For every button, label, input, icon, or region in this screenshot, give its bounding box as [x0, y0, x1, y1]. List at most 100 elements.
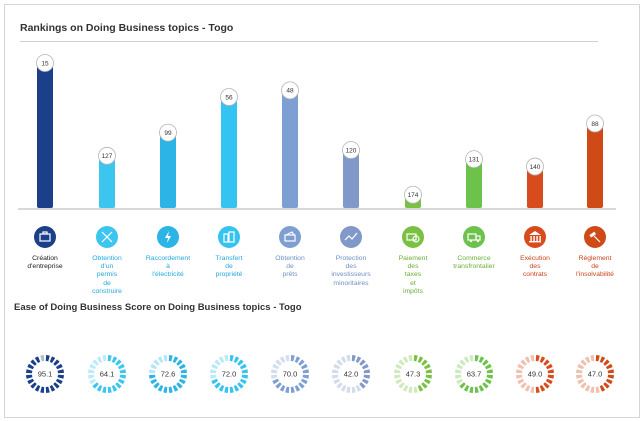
donut-segment [455, 369, 462, 374]
donut-segment [218, 384, 225, 392]
donut-segment [290, 386, 295, 393]
donut-segment [233, 356, 240, 364]
donut-segment [577, 363, 585, 370]
donut-segment [30, 359, 37, 366]
donut-segment [336, 359, 343, 366]
donut-segment [163, 355, 168, 362]
donut-segment [394, 369, 401, 374]
donut-segment [178, 378, 186, 385]
donut-segment [111, 356, 118, 364]
donut-segment [172, 384, 179, 392]
donut-segment [102, 386, 107, 393]
donut-value-label: 42.0 [344, 370, 359, 379]
category-label-line: Création [32, 255, 58, 262]
bar-group: 88 [586, 114, 604, 208]
donut-value-label: 63.7 [467, 370, 482, 379]
donut-segment [237, 359, 244, 366]
donut-segment [172, 356, 179, 364]
donut-segment [30, 382, 37, 389]
donut-segment [417, 384, 424, 392]
category-label-line: Commerce [457, 255, 491, 262]
donut-segment [176, 359, 183, 366]
donut-segment [402, 384, 409, 392]
donut-segment [580, 359, 587, 366]
score-donut: 47.3 [394, 355, 432, 393]
category-label-line: l'électricité [152, 271, 184, 279]
donut-segment [239, 363, 247, 370]
donut-segment [107, 386, 112, 393]
category-label-line: Obtention [275, 255, 305, 262]
donut-segment [478, 384, 485, 392]
donut-segment [285, 355, 290, 362]
donut-segment [486, 369, 493, 374]
category-label-line: Exécution [520, 255, 550, 262]
donut-segment [332, 374, 339, 379]
category-label-line: l'insolvabilité [576, 271, 614, 279]
donut-segment [469, 355, 474, 362]
chart-panel [4, 4, 640, 418]
donut-segment [241, 374, 248, 379]
donut-segment [229, 386, 234, 393]
donut-segment [351, 355, 356, 362]
bar-group: 140 [526, 157, 544, 208]
donut-segment [96, 384, 103, 392]
bar [37, 63, 53, 208]
donut-segment [168, 386, 173, 393]
bar-group: 99 [159, 123, 177, 208]
bar-value-bubble [342, 141, 360, 159]
donut-segment [211, 363, 219, 370]
category-label-line: de [103, 279, 111, 287]
donut-segment [607, 374, 614, 379]
donut-segment [153, 359, 160, 366]
donut-value-label: 49.0 [528, 370, 543, 379]
bar-value-label: 99 [164, 130, 172, 137]
donut-segment [150, 378, 158, 385]
bar-value-label: 56 [225, 94, 233, 101]
bar-value-label: 127 [102, 153, 113, 160]
lightning-icon [157, 226, 179, 248]
money-icon [279, 226, 301, 248]
donut-segment [271, 369, 278, 374]
donut-segment [340, 384, 347, 392]
donut-segment [363, 374, 370, 379]
donut-segment [425, 369, 432, 374]
bar-group: 15 [36, 54, 54, 208]
donut-value-label: 47.0 [588, 370, 603, 379]
category-label-line: des [345, 263, 357, 271]
score-donut: 47.0 [576, 355, 614, 393]
donut-segment [421, 382, 428, 389]
donut-segment [336, 382, 343, 389]
donut-segment [96, 356, 103, 364]
donut-segment [214, 359, 221, 366]
category-label-line: et [410, 279, 416, 287]
category-label-line: Raccordement [145, 255, 191, 262]
bar [343, 150, 359, 208]
score-donut: 49.0 [516, 355, 554, 393]
donut-segment [157, 384, 164, 392]
donut-segment [180, 369, 187, 374]
bar-value-label: 140 [530, 164, 541, 171]
donut-segment [229, 355, 234, 362]
category-label-line: construire [92, 287, 122, 295]
donut-segment [417, 356, 424, 364]
donut-value-label: 64.1 [100, 370, 115, 379]
donut-segment [590, 355, 595, 362]
donut-segment [535, 386, 540, 393]
donut-segment [395, 363, 403, 370]
donut-segment [543, 382, 550, 389]
donut-segment [584, 356, 591, 364]
donut-segment [239, 378, 247, 385]
category-label-line: Paiement [398, 255, 428, 262]
donut-segment [294, 384, 301, 392]
donut-segment [359, 382, 366, 389]
donut-segment [482, 382, 489, 389]
donut-segment [279, 356, 286, 364]
category-label-line: d'entreprise [27, 263, 63, 271]
bar-value-label: 131 [469, 157, 480, 164]
bar-value-label: 88 [591, 121, 599, 128]
donut-segment [333, 363, 341, 370]
donut-segment [298, 359, 305, 366]
donut-segment [520, 382, 527, 389]
donut-segment [214, 382, 221, 389]
donut-segment [543, 359, 550, 366]
